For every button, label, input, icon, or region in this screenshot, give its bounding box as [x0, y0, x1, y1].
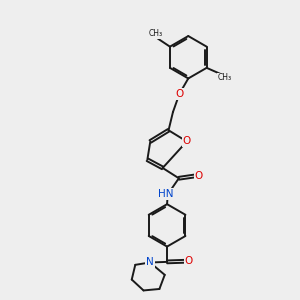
Text: O: O [194, 171, 203, 181]
Text: CH₃: CH₃ [218, 74, 232, 82]
Text: O: O [183, 136, 191, 146]
Text: HN: HN [158, 189, 174, 199]
Text: O: O [175, 89, 184, 99]
Text: CH₃: CH₃ [148, 29, 162, 38]
Text: N: N [146, 257, 154, 268]
Text: O: O [184, 256, 193, 266]
